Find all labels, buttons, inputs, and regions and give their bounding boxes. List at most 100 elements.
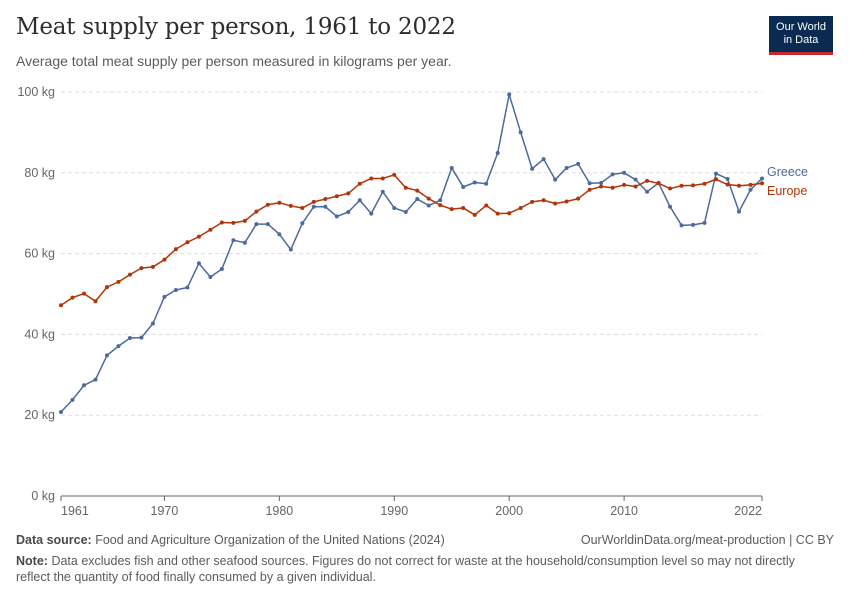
data-point-greece: [70, 397, 75, 402]
data-point-europe: [116, 279, 121, 284]
data-point-greece: [185, 285, 190, 290]
data-point-europe: [288, 203, 293, 208]
data-point-greece: [277, 232, 282, 237]
data-source-text: Food and Agriculture Organization of the…: [95, 533, 445, 547]
data-point-greece: [645, 189, 650, 194]
data-point-greece: [737, 209, 742, 214]
data-point-greece: [518, 130, 523, 135]
data-point-europe: [553, 201, 558, 206]
data-point-greece: [461, 184, 466, 189]
data-point-europe: [691, 183, 696, 188]
data-point-europe: [737, 183, 742, 188]
data-point-greece: [81, 383, 86, 388]
data-point-europe: [668, 186, 673, 191]
data-point-greece: [702, 220, 707, 225]
data-point-europe: [185, 240, 190, 245]
data-point-greece: [587, 181, 592, 186]
series-labels: Greece Europe: [767, 165, 808, 198]
data-point-greece: [334, 214, 339, 219]
data-point-greece: [369, 211, 374, 216]
data-point-europe: [93, 299, 98, 304]
data-point-greece: [300, 221, 305, 226]
data-point-europe: [403, 185, 408, 190]
y-tick-label: 100 kg: [17, 85, 55, 99]
data-point-europe: [208, 227, 213, 232]
data-point-greece: [403, 209, 408, 214]
data-point-greece: [415, 197, 420, 202]
data-point-greece: [196, 261, 201, 266]
data-point-europe: [484, 203, 489, 208]
data-point-greece: [472, 180, 477, 185]
chart-title: Meat supply per person, 1961 to 2022: [16, 14, 456, 40]
data-point-europe: [518, 205, 523, 210]
y-tick-label: 20 kg: [24, 408, 55, 422]
data-point-greece: [231, 238, 236, 243]
data-point-europe: [656, 181, 661, 186]
x-tick-label: 2000: [495, 504, 523, 518]
x-tick-label: 1970: [151, 504, 179, 518]
data-point-europe: [127, 272, 132, 277]
data-point-europe: [725, 182, 730, 187]
data-point-europe: [334, 194, 339, 199]
data-point-greece: [139, 335, 144, 340]
data-point-greece: [265, 222, 270, 227]
chart-note: Note: Data excludes fish and other seafo…: [16, 553, 816, 585]
data-point-europe: [576, 196, 581, 201]
owid-logo[interactable]: Our World in Data: [769, 16, 833, 55]
data-point-europe: [748, 182, 753, 187]
data-point-greece: [380, 189, 385, 194]
data-point-greece: [449, 165, 454, 170]
data-point-europe: [150, 264, 155, 269]
data-point-greece: [599, 180, 604, 185]
credit-link[interactable]: OurWorldinData.org/meat-production | CC …: [580, 533, 834, 547]
data-point-europe: [196, 234, 201, 239]
data-source-label: Data source:: [16, 533, 92, 547]
data-point-europe: [300, 205, 305, 210]
data-point-greece: [507, 92, 512, 97]
data-point-europe: [507, 211, 512, 216]
data-point-greece: [530, 166, 535, 171]
data-point-greece: [116, 344, 121, 349]
data-point-greece: [150, 321, 155, 326]
x-tick-label: 2010: [610, 504, 638, 518]
data-point-greece: [219, 266, 224, 271]
data-point-europe: [438, 203, 443, 208]
data-source: Data source: Food and Agriculture Organi…: [16, 533, 445, 547]
data-point-greece: [438, 198, 443, 203]
data-point-greece: [622, 170, 627, 175]
note-text: Data excludes fish and other seafood sou…: [16, 554, 795, 584]
data-point-europe: [392, 172, 397, 177]
series-label-europe: Europe: [767, 184, 807, 198]
data-point-greece: [541, 157, 546, 162]
data-point-europe: [139, 266, 144, 271]
data-point-europe: [760, 181, 764, 186]
data-point-greece: [691, 222, 696, 227]
data-point-greece: [93, 377, 98, 382]
data-point-europe: [323, 197, 328, 202]
data-point-europe: [599, 184, 604, 189]
data-point-europe: [173, 247, 178, 252]
data-point-europe: [242, 218, 247, 223]
data-point-europe: [449, 207, 454, 212]
data-point-greece: [208, 275, 213, 280]
data-point-europe: [622, 182, 627, 187]
data-point-europe: [415, 188, 420, 193]
data-point-europe: [587, 187, 592, 192]
data-point-greece: [357, 198, 362, 203]
data-point-greece: [484, 181, 489, 186]
data-point-greece: [553, 177, 558, 182]
note-label: Note:: [16, 554, 48, 568]
data-point-greece: [173, 287, 178, 292]
data-point-greece: [323, 204, 328, 209]
data-point-greece: [760, 176, 764, 181]
y-tick-label: 80 kg: [24, 166, 55, 180]
series-line-europe: [60, 174, 763, 306]
y-tick-label: 40 kg: [24, 327, 55, 341]
grid-lines: [61, 91, 762, 416]
data-point-europe: [219, 220, 224, 225]
data-point-europe: [311, 199, 316, 204]
data-point-europe: [81, 291, 86, 296]
data-point-greece: [127, 336, 132, 341]
data-point-greece: [564, 165, 569, 170]
